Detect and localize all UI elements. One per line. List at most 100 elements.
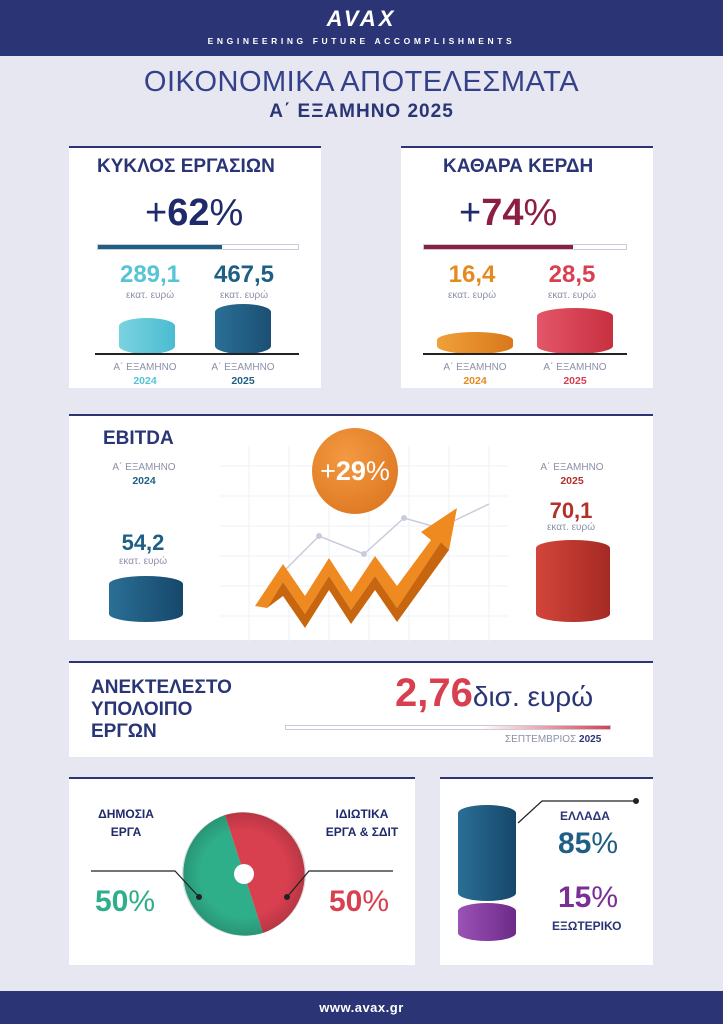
backlog-amount: 2,76δισ. ευρώ [395, 671, 593, 716]
ebitda-bar-2025 [536, 540, 610, 622]
abroad-label: ΕΞΩΤΕΡΙΚΟ [552, 919, 622, 933]
private-label-line1: ΙΔΙΩΤΙΚΑ [335, 807, 389, 821]
footer-url[interactable]: www.avax.gr [0, 991, 723, 1024]
ebitda-change-value: 29 [335, 456, 366, 486]
profit-change-sign: + [459, 192, 482, 234]
ebitda-unit-2024: εκατ. ευρώ [118, 556, 168, 567]
split-leader-lines [91, 870, 393, 900]
public-share-unit: % [128, 885, 156, 918]
backlog-card: ΑΝΕΚΤΕΛΕΣΤΟ ΥΠΟΛΟΙΠΟ ΕΡΓΩΝ 2,76δισ. ευρώ… [69, 661, 653, 757]
abroad-share-unit: % [591, 881, 619, 914]
tagline: ENGINEERING FUTURE ACCOMPLISHMENTS [207, 36, 516, 46]
abroad-cylinder [458, 903, 516, 941]
ebitda-change-unit: % [365, 456, 390, 486]
public-works-label: ΔΗΜΟΣΙΑ ΕΡΓΑ [91, 805, 161, 841]
backlog-title-line3: ΕΡΓΩΝ [91, 721, 157, 742]
profit-unit-2024: εκατ. ευρώ [447, 290, 497, 301]
backlog-title: ΑΝΕΚΤΕΛΕΣΤΟ ΥΠΟΛΟΙΠΟ ΕΡΓΩΝ [91, 677, 232, 743]
revenue-bar-2024 [119, 318, 175, 354]
revenue-baseline [95, 353, 299, 355]
geo-leader-lines [517, 798, 639, 824]
ebitda-change-badge: +29% [312, 428, 398, 514]
revenue-period-2025: Α΄ ΕΞΑΜΗΝΟ [211, 362, 275, 373]
project-split-card: ΔΗΜΟΣΙΑ ΕΡΓΑ ΙΔΙΩΤΙΚΑ ΕΡΓΑ & ΣΔΙΤ 50% 50… [69, 777, 415, 965]
public-share-value: 50 [95, 885, 129, 918]
profit-value-2025: 28,5 [548, 261, 596, 288]
split-pie-chart [182, 812, 306, 936]
revenue-change: +62% [145, 192, 243, 235]
revenue-value-2024: 289,1 [119, 261, 181, 288]
profit-progress-fill [424, 245, 574, 249]
page-subtitle: Α΄ ΕΞΑΜΗΝΟ 2025 [269, 101, 454, 122]
profit-unit-2025: εκατ. ευρώ [547, 290, 597, 301]
profit-period-2024: Α΄ ΕΞΑΜΗΝΟ [443, 362, 507, 373]
private-share-unit: % [362, 885, 390, 918]
profit-change-unit: % [523, 192, 558, 234]
backlog-unit: δισ. ευρώ [472, 681, 594, 712]
revenue-period-2024: Α΄ ΕΞΑΜΗΝΟ [113, 362, 177, 373]
geography-card: ΕΛΛΑΔΑ 85% 15% ΕΞΩΤΕΡΙΚΟ [440, 777, 653, 965]
profit-change: +74% [459, 192, 557, 235]
public-label-line1: ΔΗΜΟΣΙΑ [98, 807, 154, 821]
profit-year-2024: 2024 [463, 375, 487, 387]
header-bar [0, 0, 723, 56]
revenue-value-2025: 467,5 [213, 261, 275, 288]
revenue-year-2024: 2024 [133, 375, 157, 387]
avax-logo: AVAX [326, 6, 397, 31]
private-label-line2: ΕΡΓΑ & ΣΔΙΤ [325, 825, 399, 839]
backlog-value: 2,76 [395, 671, 473, 715]
ebitda-bar-2024 [109, 576, 183, 622]
private-works-label: ΙΔΙΩΤΙΚΑ ΕΡΓΑ & ΣΔΙΤ [317, 805, 407, 841]
profit-title: ΚΑΘΑΡΑ ΚΕΡΔΗ [443, 156, 594, 177]
ebitda-change-sign: + [320, 456, 336, 486]
profit-change-value: 74 [481, 192, 524, 234]
backlog-year: 2025 [579, 734, 602, 745]
public-share: 50% [95, 885, 155, 919]
ebitda-card: EBITDA Α΄ ΕΞΑΜΗΝΟ 2024 54,2 εκατ. ευρώ +… [69, 414, 653, 642]
greece-cylinder [458, 805, 516, 901]
revenue-year-2025: 2025 [231, 375, 255, 387]
ebitda-title: EBITDA [103, 428, 174, 449]
profit-year-2025: 2025 [563, 375, 587, 387]
abroad-share: 15% [558, 881, 618, 915]
profit-value-2024: 16,4 [448, 261, 496, 288]
revenue-change-value: 62 [167, 192, 210, 234]
revenue-card: ΚΥΚΛΟΣ ΕΡΓΑΣΙΩΝ +62% 289,1 εκατ. ευρώ 46… [69, 146, 321, 388]
revenue-unit-2025: εκατ. ευρώ [219, 290, 269, 301]
revenue-title: ΚΥΚΛΟΣ ΕΡΓΑΣΙΩΝ [97, 156, 275, 177]
ebitda-value-2025: 70,1 [549, 498, 593, 523]
profit-bar-2025 [537, 308, 613, 354]
abroad-share-value: 15 [558, 881, 592, 914]
ebitda-unit-2025: εκατ. ευρώ [546, 522, 596, 533]
ebitda-year-2024: 2024 [132, 475, 156, 487]
revenue-progress-track [97, 244, 299, 250]
revenue-progress-fill [98, 245, 222, 249]
ebitda-period-2025: Α΄ ΕΞΑΜΗΝΟ [540, 462, 604, 473]
backlog-title-line2: ΥΠΟΛΟΙΠΟ [91, 699, 193, 720]
ebitda-period-2024: Α΄ ΕΞΑΜΗΝΟ [112, 462, 176, 473]
backlog-underline [285, 725, 611, 730]
revenue-bar-2025 [215, 304, 271, 354]
pie-center-hole [234, 864, 254, 884]
profit-progress-track [423, 244, 627, 250]
backlog-date: ΣΕΠΤΕΜΒΡΙΟΣ 2025 [505, 734, 601, 745]
backlog-title-line1: ΑΝΕΚΤΕΛΕΣΤΟ [91, 677, 232, 698]
ebitda-value-2024: 54,2 [121, 530, 165, 555]
greece-label: ΕΛΛΑΔΑ [560, 809, 610, 823]
page-title: ΟΙΚΟΝΟΜΙΚΑ ΑΠΟΤΕΛΕΣΜΑΤΑ [143, 66, 580, 98]
backlog-month: ΣΕΠΤΕΜΒΡΙΟΣ [505, 734, 577, 745]
profit-baseline [423, 353, 627, 355]
greece-share-value: 85 [558, 827, 592, 860]
profit-bar-2024 [437, 332, 513, 354]
private-share: 50% [329, 885, 389, 919]
profit-period-2025: Α΄ ΕΞΑΜΗΝΟ [543, 362, 607, 373]
profit-card: ΚΑΘΑΡΑ ΚΕΡΔΗ +74% 16,4 εκατ. ευρώ 28,5 ε… [401, 146, 653, 388]
greece-share: 85% [558, 827, 618, 861]
ebitda-year-2025: 2025 [560, 475, 584, 487]
private-share-value: 50 [329, 885, 363, 918]
revenue-unit-2024: εκατ. ευρώ [125, 290, 175, 301]
public-label-line2: ΕΡΓΑ [110, 825, 142, 839]
revenue-change-unit: % [209, 192, 244, 234]
revenue-change-sign: + [145, 192, 168, 234]
greece-share-unit: % [591, 827, 619, 860]
